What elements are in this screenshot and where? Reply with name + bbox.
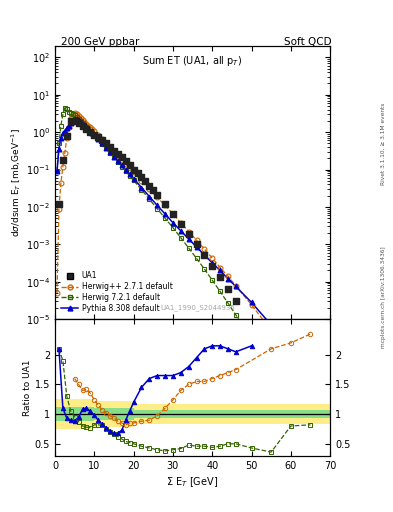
Point <box>170 210 176 218</box>
Point <box>107 143 113 151</box>
Point <box>178 220 184 228</box>
Point <box>75 118 82 126</box>
Legend: UA1, Herwig++ 2.7.1 default, Herwig 7.2.1 default, Pythia 8.308 default: UA1, Herwig++ 2.7.1 default, Herwig 7.2.… <box>59 269 175 315</box>
Point <box>150 186 156 195</box>
Point <box>60 156 66 164</box>
Point <box>193 240 200 248</box>
Text: 200 GeV ppbar: 200 GeV ppbar <box>61 37 139 47</box>
Point <box>130 165 137 174</box>
Point <box>127 161 133 169</box>
Point <box>123 157 129 165</box>
Point <box>134 169 141 177</box>
Point <box>115 150 121 158</box>
Text: Sum ET (UA1, all p$_T$): Sum ET (UA1, all p$_T$) <box>142 54 243 68</box>
Text: Rivet 3.1.10, ≥ 3.1M events: Rivet 3.1.10, ≥ 3.1M events <box>381 102 386 184</box>
Point <box>142 177 149 185</box>
Point <box>288 373 294 381</box>
Point <box>268 347 274 355</box>
X-axis label: $\Sigma$ E$_T$ [GeV]: $\Sigma$ E$_T$ [GeV] <box>167 475 219 488</box>
Text: Soft QCD: Soft QCD <box>285 37 332 47</box>
Point <box>83 125 90 133</box>
Point <box>119 154 125 162</box>
Y-axis label: d$\sigma$/dsum E$_T$ [mb,GeV$^{-1}$]: d$\sigma$/dsum E$_T$ [mb,GeV$^{-1}$] <box>9 128 23 237</box>
Point <box>233 297 239 305</box>
Point <box>201 251 208 259</box>
Point <box>138 173 145 181</box>
Point <box>225 285 231 293</box>
Point <box>95 134 101 142</box>
Point <box>72 117 78 125</box>
Point <box>209 262 215 270</box>
Point <box>111 146 117 155</box>
Point <box>217 273 223 282</box>
Point <box>79 121 86 130</box>
Point <box>64 132 70 140</box>
Point <box>162 200 168 208</box>
Point <box>87 128 94 136</box>
Text: UA1_1990_S2044935: UA1_1990_S2044935 <box>161 304 235 311</box>
Point <box>154 191 160 199</box>
Point <box>99 136 105 144</box>
Y-axis label: Ratio to UA1: Ratio to UA1 <box>23 359 32 416</box>
Point <box>248 321 255 329</box>
Point <box>146 182 152 190</box>
Point <box>68 117 74 125</box>
Point <box>91 131 97 139</box>
Point <box>56 200 62 208</box>
Point <box>185 230 192 238</box>
Point <box>103 139 109 147</box>
Text: mcplots.cern.ch [arXiv:1306.3436]: mcplots.cern.ch [arXiv:1306.3436] <box>381 246 386 348</box>
